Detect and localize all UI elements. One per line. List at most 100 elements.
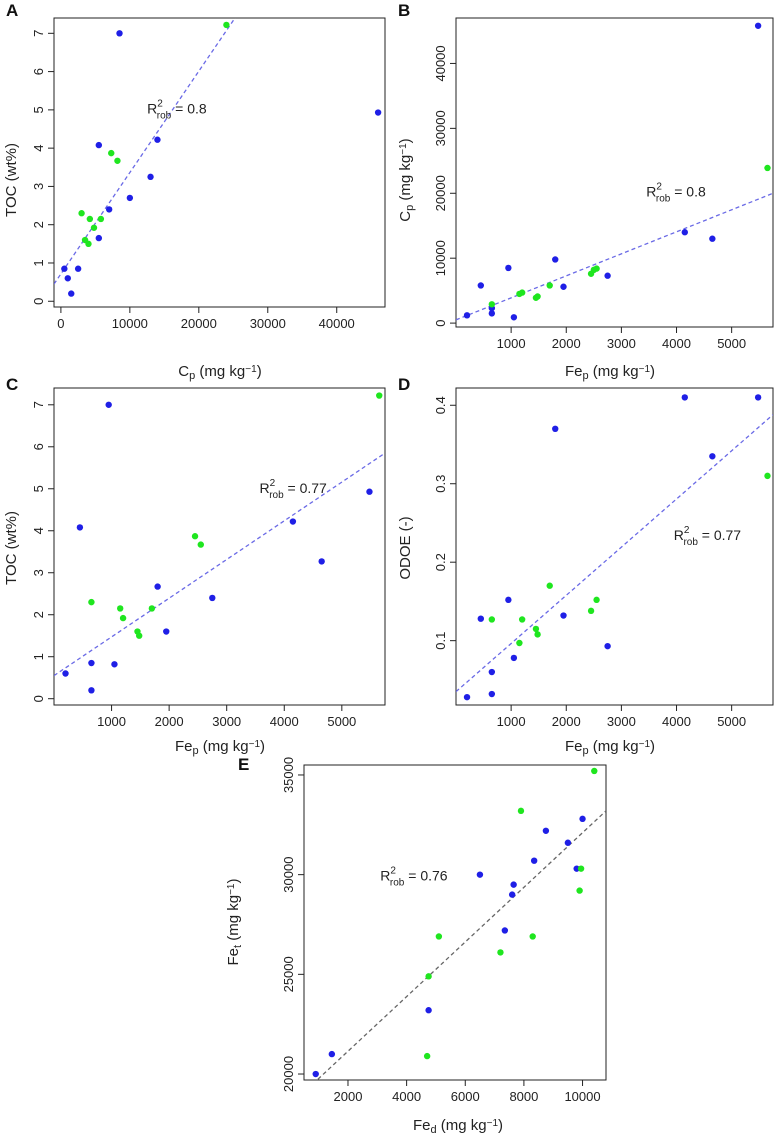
green-data-point bbox=[593, 596, 600, 604]
green-data-point bbox=[577, 865, 585, 872]
panel-letter: C bbox=[6, 375, 18, 394]
x-tick-label: 40000 bbox=[319, 316, 355, 331]
x-tick-label: 2000 bbox=[552, 336, 581, 351]
panel-letter: D bbox=[398, 375, 410, 394]
blue-data-point bbox=[209, 594, 216, 602]
blue-data-point bbox=[552, 256, 559, 263]
x-tick-label: 10000 bbox=[564, 1089, 600, 1104]
x-tick-label: 4000 bbox=[270, 714, 299, 729]
y-tick-label: 0.2 bbox=[433, 553, 448, 571]
y-tick-label: 0 bbox=[31, 298, 46, 305]
y-tick-label: 20000 bbox=[433, 175, 448, 211]
green-data-point bbox=[90, 224, 98, 231]
blue-data-point bbox=[312, 1070, 319, 1078]
x-tick-label: 3000 bbox=[607, 336, 636, 351]
blue-data-point bbox=[505, 264, 512, 272]
green-data-point bbox=[764, 472, 771, 480]
x-tick-label: 3000 bbox=[212, 714, 241, 729]
green-data-point bbox=[576, 887, 583, 894]
blue-data-point bbox=[95, 141, 103, 149]
y-tick-label: 25000 bbox=[281, 956, 296, 992]
green-data-point bbox=[534, 293, 541, 300]
y-axis-label: Cp (mg kg−1) bbox=[397, 138, 416, 221]
x-tick-label: 1000 bbox=[497, 336, 526, 351]
panel-c: 1000 2000 3000 4000 5000 0 1 2 3 4 5 6 7 Fep (mg kg−1… bbox=[3, 375, 386, 757]
green-data-point bbox=[97, 215, 105, 223]
y-tick-label: 4 bbox=[31, 145, 46, 152]
blue-data-point bbox=[604, 272, 611, 279]
robust-fit-line bbox=[456, 192, 773, 321]
blue-data-point bbox=[510, 654, 518, 662]
green-data-point bbox=[86, 215, 94, 223]
blue-data-point bbox=[754, 22, 762, 29]
y-tick-label: 0 bbox=[31, 695, 46, 702]
green-data-point bbox=[518, 616, 526, 623]
green-data-point bbox=[85, 240, 92, 248]
blue-data-point bbox=[488, 668, 496, 676]
y-tick-label: 7 bbox=[31, 401, 46, 408]
blue-data-point bbox=[105, 401, 112, 408]
y-tick-label: 0.4 bbox=[433, 396, 448, 414]
y-axis-label: ODOE (-) bbox=[397, 516, 414, 579]
green-data-point bbox=[497, 949, 504, 956]
green-data-point bbox=[587, 607, 595, 615]
y-axis-label: TOC (wt%) bbox=[3, 143, 20, 217]
blue-data-point bbox=[61, 265, 68, 272]
plot-frame bbox=[455, 387, 774, 706]
x-tick-label: 2000 bbox=[334, 1089, 363, 1104]
green-data-point bbox=[593, 265, 600, 272]
x-tick-label: 6000 bbox=[451, 1089, 480, 1104]
green-data-point bbox=[88, 598, 95, 606]
plot-frame bbox=[455, 17, 774, 328]
blue-data-point bbox=[74, 265, 82, 272]
green-data-point bbox=[78, 210, 85, 217]
x-tick-label: 1000 bbox=[97, 714, 126, 729]
blue-data-point bbox=[530, 857, 538, 864]
panel-a: 0 10000 20000 30000 40000 0 1 2 3 4 5 6 7 Cp (mg kg−1… bbox=[3, 1, 386, 382]
blue-data-point bbox=[126, 194, 134, 202]
blue-data-point bbox=[68, 290, 75, 297]
green-data-point bbox=[529, 933, 536, 940]
green-data-point bbox=[518, 289, 526, 296]
blue-data-point bbox=[366, 488, 373, 495]
robust-fit-line bbox=[316, 810, 606, 1080]
y-tick-label: 30000 bbox=[281, 857, 296, 893]
y-tick-label: 3 bbox=[31, 569, 46, 576]
green-data-point bbox=[488, 616, 496, 623]
panel-letter: B bbox=[398, 1, 410, 20]
y-tick-label: 40000 bbox=[433, 45, 448, 81]
blue-data-point bbox=[560, 283, 567, 290]
blue-data-point bbox=[542, 827, 550, 834]
y-tick-label: 0 bbox=[433, 319, 448, 326]
green-data-point bbox=[546, 282, 553, 289]
blue-data-point bbox=[463, 693, 471, 701]
y-tick-label: 4 bbox=[31, 527, 46, 534]
blue-data-point bbox=[709, 235, 716, 242]
robust-fit-line bbox=[456, 414, 773, 693]
blue-data-point bbox=[508, 891, 516, 898]
green-data-point bbox=[425, 973, 432, 980]
blue-data-point bbox=[552, 425, 559, 433]
blue-data-point bbox=[163, 628, 170, 635]
y-tick-label: 2 bbox=[31, 611, 46, 618]
y-tick-label: 10000 bbox=[433, 240, 448, 276]
x-tick-label: 8000 bbox=[509, 1089, 538, 1104]
plot-frame bbox=[303, 764, 607, 1081]
green-data-point bbox=[517, 807, 525, 815]
x-tick-label: 5000 bbox=[717, 336, 746, 351]
x-tick-label: 30000 bbox=[250, 316, 286, 331]
green-data-point bbox=[591, 767, 598, 775]
x-axis-label: Fep (mg kg−1) bbox=[565, 738, 655, 757]
green-data-point bbox=[117, 605, 124, 612]
green-data-point bbox=[764, 164, 771, 172]
blue-data-point bbox=[154, 136, 161, 143]
green-data-point bbox=[376, 392, 383, 399]
y-tick-label: 1 bbox=[31, 259, 46, 266]
green-data-point bbox=[197, 541, 204, 548]
plot-frame bbox=[53, 17, 386, 308]
x-axis-label: Cp (mg kg−1) bbox=[178, 363, 261, 382]
green-data-point bbox=[148, 605, 156, 612]
blue-data-point bbox=[477, 615, 485, 622]
panel-e: 2000 4000 6000 8000 10000 20000 25000 30000 3500… bbox=[225, 755, 607, 1136]
green-data-point bbox=[435, 933, 443, 940]
